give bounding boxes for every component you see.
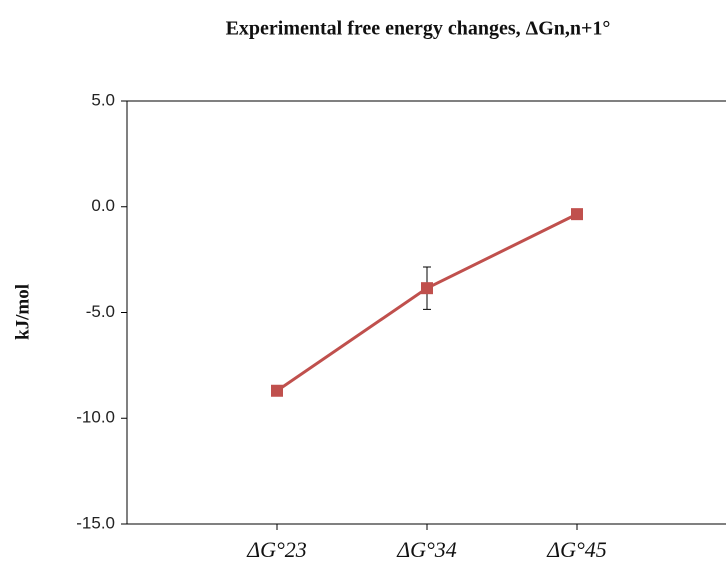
y-tick-label: -10.0	[76, 408, 115, 427]
x-tick-label: ΔG°23	[246, 537, 307, 562]
y-tick-label: 0.0	[91, 196, 115, 215]
y-tick-label: 5.0	[91, 90, 115, 109]
y-tick-label: -5.0	[86, 302, 115, 321]
marker	[271, 384, 283, 397]
marker	[571, 208, 583, 221]
x-tick-label: ΔG°34	[396, 537, 457, 562]
y-axis-label: kJ/mol	[12, 284, 33, 340]
y-tick-label: -15.0	[76, 513, 115, 532]
x-tick-label: ΔG°45	[546, 537, 607, 562]
marker	[421, 282, 433, 295]
chart-title: Experimental free energy changes, ΔGn,n+…	[226, 18, 611, 40]
